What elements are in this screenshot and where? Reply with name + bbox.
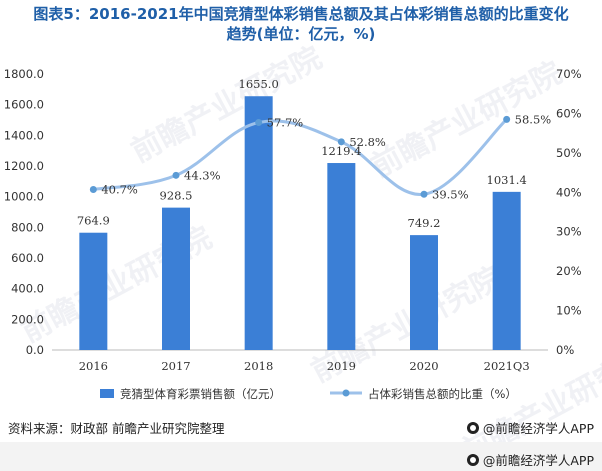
brand-logo-icon xyxy=(466,421,479,434)
line-marker xyxy=(255,118,263,126)
y-left-tick-label: 1000.0 xyxy=(4,190,44,204)
bar xyxy=(492,191,521,350)
y-right-tick-label: 60% xyxy=(556,106,582,120)
y-right-tick-label: 40% xyxy=(556,185,582,199)
bar xyxy=(410,235,438,350)
y-left-tick-label: 1200.0 xyxy=(4,159,44,173)
bar-value-label: 1655.0 xyxy=(239,77,279,91)
brand-text: @前瞻经济学人APP xyxy=(482,421,594,436)
line-marker xyxy=(172,171,180,179)
y-right-tick-label: 20% xyxy=(556,264,582,278)
legend-marker-line xyxy=(342,389,350,397)
y-left-tick-label: 1600.0 xyxy=(4,98,44,112)
chart-title-line1: 图表5：2016-2021年中国竞猜型体彩销售总额及其占体彩销售总额的比重变化 xyxy=(33,5,569,23)
y-left-tick-label: 1800.0 xyxy=(4,67,44,81)
y-left-tick-label: 200.0 xyxy=(11,312,44,326)
y-right-tick-label: 50% xyxy=(556,146,582,160)
y-left-tick-label: 0.0 xyxy=(26,343,44,357)
y-left-tick-label: 1400.0 xyxy=(4,128,44,142)
brand-label: @前瞻经济学人APP xyxy=(466,418,594,437)
line-value-label: 44.3% xyxy=(184,168,221,182)
legend-label-line: 占体彩销售总额的比重（%） xyxy=(368,387,517,401)
brand-logo-icon xyxy=(466,453,479,466)
x-tick-label: 2017 xyxy=(161,359,190,373)
y-right-tick-label: 70% xyxy=(556,67,582,81)
x-tick-label: 2016 xyxy=(79,359,108,373)
x-tick-label: 2019 xyxy=(327,359,356,373)
bar-value-label: 1219.4 xyxy=(321,144,361,158)
chart-title-line2: 趋势(单位：亿元，%) xyxy=(226,25,376,43)
source-note: 资料来源：财政部 前瞻产业研究院整理 xyxy=(8,421,225,436)
y-right-tick-label: 30% xyxy=(556,225,582,239)
line-marker xyxy=(89,186,97,194)
y-right-tick-label: 10% xyxy=(556,304,582,318)
combo-chart: 0.0 200.0 400.0 600.0 800.0 1000.0 1200.0 1400.… xyxy=(4,67,582,401)
line-value-label: 58.5% xyxy=(515,112,552,126)
bar-value-label: 764.9 xyxy=(77,214,110,228)
y-left-tick-label: 600.0 xyxy=(11,251,44,265)
line-value-label: 52.8% xyxy=(349,135,386,149)
bar-value-label: 1031.4 xyxy=(487,173,527,187)
line-marker xyxy=(337,138,345,146)
x-tick-label: 2021Q3 xyxy=(484,359,530,373)
brand-text-bottom: @前瞻经济学人APP xyxy=(482,453,594,468)
brand-label-bottom: @前瞻经济学人APP xyxy=(466,450,594,469)
line-marker xyxy=(503,115,511,123)
bar-value-label: 749.2 xyxy=(408,216,441,230)
line-value-label: 40.7% xyxy=(101,183,138,197)
y-right-tick-label: 0% xyxy=(556,343,574,357)
line-value-label: 57.7% xyxy=(267,115,304,129)
chart-title: 图表5：2016-2021年中国竞猜型体彩销售总额及其占体彩销售总额的比重变化 … xyxy=(0,4,602,44)
footer-bar xyxy=(0,442,602,471)
line-marker xyxy=(420,190,428,198)
bar xyxy=(327,163,356,350)
bar-value-label: 928.5 xyxy=(160,189,193,203)
bar xyxy=(79,232,108,350)
y-left-tick-label: 400.0 xyxy=(11,282,44,296)
legend-label-bar: 竞猜型体育彩票销售额（亿元） xyxy=(120,387,281,401)
legend-swatch-bar xyxy=(100,389,114,398)
line-value-label: 39.5% xyxy=(432,187,469,201)
bar xyxy=(162,207,190,350)
y-left-tick-label: 800.0 xyxy=(11,220,44,234)
x-tick-label: 2020 xyxy=(409,359,438,373)
x-tick-label: 2018 xyxy=(244,359,273,373)
ratio-line xyxy=(93,118,508,196)
bar xyxy=(244,96,273,350)
